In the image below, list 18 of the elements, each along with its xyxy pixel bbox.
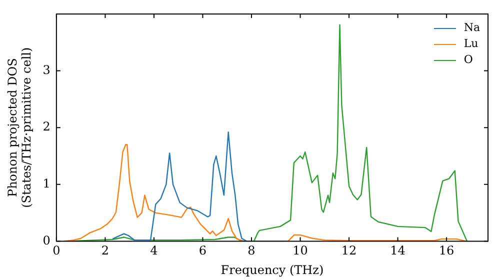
x-tick-label: 16 [438,244,454,258]
y-tick-label: 0 [42,233,50,248]
y-tick-label: 2 [42,120,50,134]
x-tick-label: 4 [150,244,158,258]
legend-label: O [464,52,473,68]
x-axis-title: Frequency (THz) [220,262,324,277]
x-tick-label: 10 [292,244,308,258]
y-tick-label: 1 [42,176,50,191]
legend-label: Lu [464,36,478,52]
y-tick-label: 3 [42,62,50,77]
x-tick-label: 8 [248,244,256,258]
x-tick-label: 6 [198,244,207,258]
x-tick-label: 2 [101,244,110,258]
x-tick-label: 0 [52,244,60,258]
x-tick-label: 14 [390,244,406,258]
legend-label: Na [464,20,480,36]
x-tick-label: 12 [341,244,357,258]
y-axis-title: Phonon projected DOS (States/THz·primitive cell) [5,47,34,208]
